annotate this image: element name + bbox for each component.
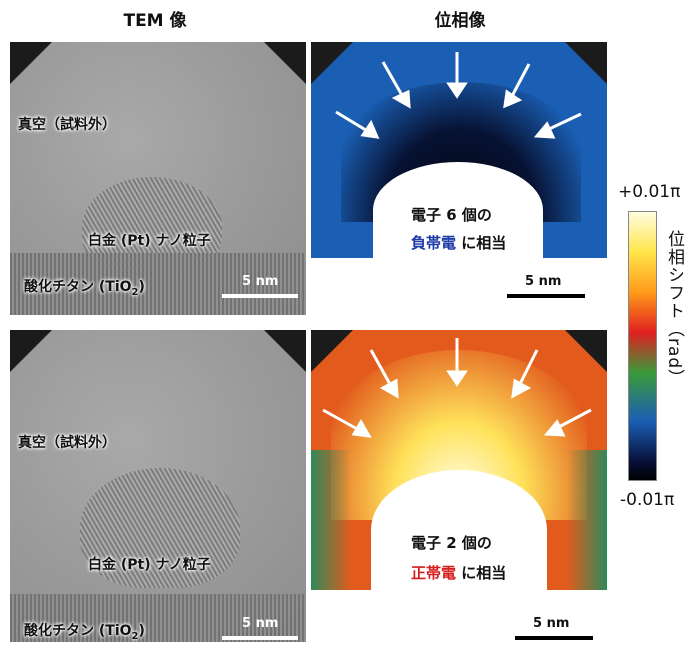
colorbar-axis-label: 位相シフト（rad） (664, 230, 684, 388)
particle-label: 白金 (Pt) ナノ粒子 (88, 557, 211, 573)
pt-nanoparticle (80, 468, 240, 588)
tio2-substrate (10, 253, 306, 315)
arrow (517, 349, 539, 387)
charge-note-line1: 電子 6 個の (411, 206, 492, 224)
particle-label: 白金 (Pt) ナノ粒子 (88, 233, 211, 249)
phase-colorbar (628, 211, 657, 481)
scale-label: 5 nm (525, 274, 562, 289)
scale-label: 5 nm (242, 616, 279, 631)
corner-shade (264, 330, 306, 372)
scale-bar (507, 294, 585, 298)
phase-image-bottom: 電子 2 個の 正帯電 に相当 5 nm (311, 330, 607, 642)
arrow-head (379, 378, 399, 399)
tem-image-bottom: 真空（試料外） 白金 (Pt) ナノ粒子 酸化チタン (TiO2) 5 nm (10, 330, 306, 642)
substrate-label: 酸化チタン (TiO2) (24, 623, 145, 642)
arrow (322, 408, 360, 432)
substrate-region (311, 258, 607, 315)
vacuum-label: 真空（試料外） (18, 117, 116, 133)
arrow-head (351, 419, 372, 438)
tem-image-top: 真空（試料外） 白金 (Pt) ナノ粒子 酸化チタン (TiO2) 5 nm (10, 42, 306, 315)
substrate-region (311, 590, 607, 642)
arrows (322, 338, 592, 438)
scale-label: 5 nm (533, 616, 570, 631)
particle-region (371, 470, 547, 590)
vacuum-label: 真空（試料外） (18, 435, 116, 451)
arrow-head (543, 419, 566, 437)
arrow (509, 63, 531, 99)
substrate-label: 酸化チタン (TiO2) (24, 279, 145, 298)
arrow-head (503, 89, 523, 109)
particle-region (373, 162, 543, 258)
arrow (369, 349, 393, 387)
arrow-head (533, 121, 556, 139)
corner-shade (311, 330, 353, 372)
arrow (546, 112, 582, 132)
arrow-head (511, 378, 532, 399)
arrow-head (360, 119, 380, 139)
charge-note-line2: 負帯電 に相当 (411, 234, 507, 252)
arrow-head (446, 370, 468, 387)
colorbar-max-label: +0.01π (618, 182, 681, 202)
arrow-head (446, 82, 468, 99)
scale-bar (515, 636, 593, 640)
arrow (335, 110, 370, 134)
charge-note-line1: 電子 2 個の (411, 534, 492, 552)
scale-label: 5 nm (242, 274, 279, 289)
corner-shade (565, 42, 607, 84)
arrow-head (391, 89, 411, 109)
corner-shade (10, 330, 52, 372)
arrows (335, 52, 582, 139)
phase-header: 位相像 (434, 11, 486, 31)
tem-header: TEM 像 (123, 11, 187, 31)
corner-shade (10, 42, 52, 84)
tio2-substrate (10, 594, 306, 642)
arrow (556, 408, 592, 430)
charge-note-line2: 正帯電 に相当 (411, 564, 507, 582)
arrow (381, 61, 405, 98)
corner-shade (264, 42, 306, 84)
scale-bar (222, 636, 298, 640)
colorbar-min-label: -0.01π (620, 490, 675, 510)
scale-bar (222, 294, 298, 298)
corner-shade (311, 42, 353, 84)
corner-shade (565, 330, 607, 372)
phase-image-top: 電子 6 個の 負帯電 に相当 5 nm (311, 42, 607, 315)
